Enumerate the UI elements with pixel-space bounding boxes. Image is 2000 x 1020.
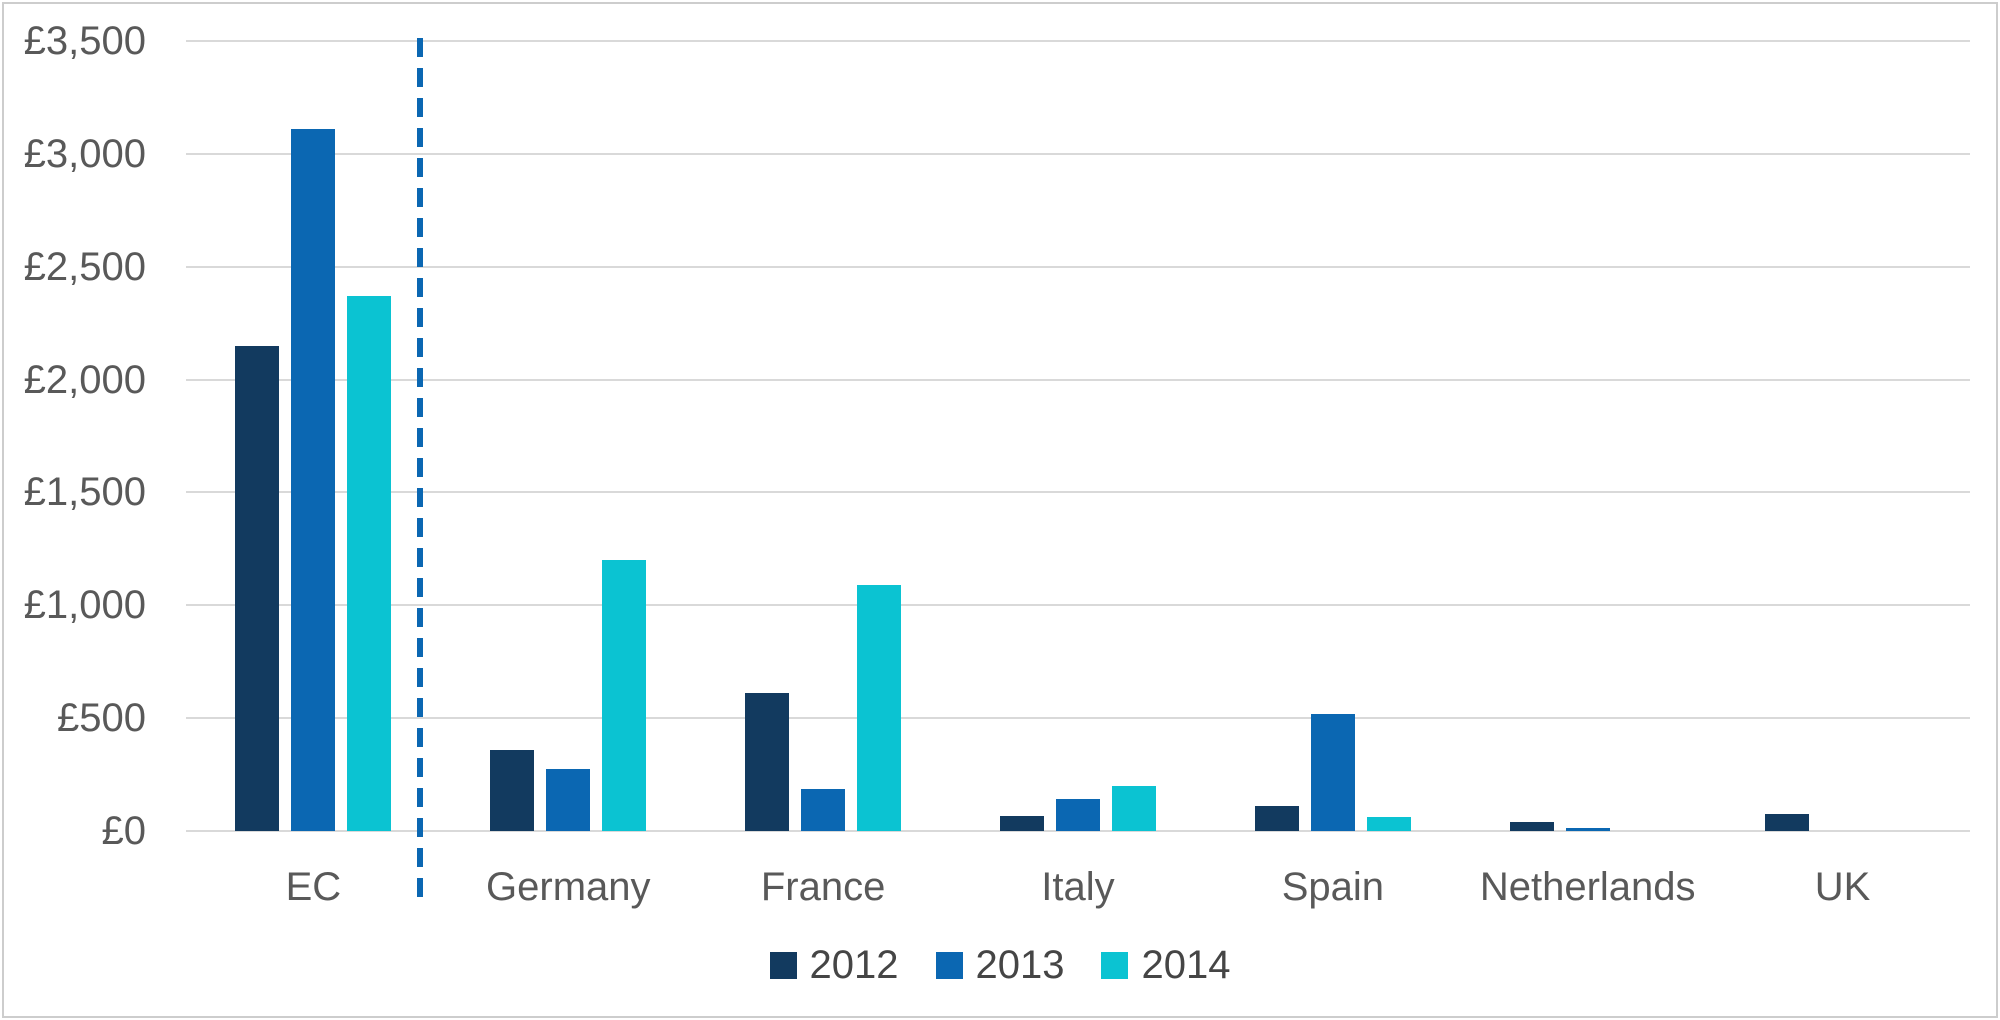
gridline bbox=[186, 378, 1970, 381]
bar-2013-France bbox=[801, 789, 846, 831]
y-tick-label: £1,500 bbox=[23, 470, 146, 515]
gridline bbox=[186, 830, 1970, 832]
bar-2012-EC bbox=[235, 345, 280, 831]
bar-2012-Germany bbox=[490, 749, 535, 831]
category-axis: EC Germany France Italy Spain Netherlands UK bbox=[186, 860, 1970, 914]
y-tick-label: £2,000 bbox=[23, 357, 146, 402]
y-tick-label: £1,000 bbox=[23, 583, 146, 628]
y-tick-label: £2,500 bbox=[23, 244, 146, 289]
y-tick-label: £3,500 bbox=[23, 19, 146, 63]
gridline bbox=[186, 491, 1970, 494]
legend-item-2012: 2012 bbox=[769, 941, 899, 989]
y-tick-label: £500 bbox=[57, 696, 146, 741]
bar-2014-France bbox=[857, 584, 902, 831]
bar-2013-Italy bbox=[1056, 799, 1100, 831]
legend-label: 2014 bbox=[1141, 943, 1231, 987]
bar-2012-Italy bbox=[1000, 816, 1044, 831]
bar-2013-Germany bbox=[546, 768, 591, 831]
gridline bbox=[186, 717, 1970, 720]
gridline bbox=[186, 265, 1970, 268]
category-label-Netherlands: Netherlands bbox=[1479, 865, 1696, 909]
category-label-UK: UK bbox=[1814, 865, 1871, 909]
legend: 2012 2013 2014 bbox=[0, 938, 2000, 992]
category-label-Spain: Spain bbox=[1281, 865, 1384, 909]
legend-swatch-2013 bbox=[935, 951, 963, 979]
legend-label: 2012 bbox=[809, 943, 899, 987]
category-label-France: France bbox=[760, 865, 886, 909]
legend-item-2014: 2014 bbox=[1101, 941, 1230, 989]
bar-2012-Spain bbox=[1254, 806, 1299, 831]
y-tick-label: £0 bbox=[101, 809, 147, 853]
bar-2014-EC bbox=[347, 296, 392, 831]
bar-2014-Spain bbox=[1366, 817, 1411, 831]
plot-area bbox=[186, 40, 1970, 832]
bar-2013-Spain bbox=[1310, 713, 1355, 831]
bar-2012-UK bbox=[1764, 814, 1809, 831]
bar-2012-Netherlands bbox=[1509, 821, 1554, 831]
legend-swatch-2012 bbox=[769, 951, 797, 979]
bar-2014-Italy bbox=[1112, 785, 1156, 831]
bar-2013-Netherlands bbox=[1565, 827, 1610, 831]
category-label-Germany: Germany bbox=[486, 865, 651, 909]
category-label-Italy: Italy bbox=[1041, 865, 1115, 909]
ec-separator-dashed-line bbox=[417, 38, 423, 898]
bar-2013-EC bbox=[291, 129, 336, 831]
bar-2014-Germany bbox=[602, 560, 647, 831]
gridline bbox=[186, 152, 1970, 155]
legend-item-2013: 2013 bbox=[935, 941, 1065, 989]
y-tick-label: £3,000 bbox=[23, 131, 146, 176]
category-label-EC: EC bbox=[285, 865, 342, 909]
y-axis-labels: £0 £500 £1,000 £1,500 £2,000 £2,500 £3,000 £3,5… bbox=[0, 0, 146, 1020]
legend-label: 2013 bbox=[975, 943, 1065, 987]
bar-2012-France bbox=[745, 693, 790, 831]
legend-swatch-2014 bbox=[1101, 951, 1129, 979]
gridline bbox=[186, 40, 1970, 42]
gridline bbox=[186, 604, 1970, 607]
